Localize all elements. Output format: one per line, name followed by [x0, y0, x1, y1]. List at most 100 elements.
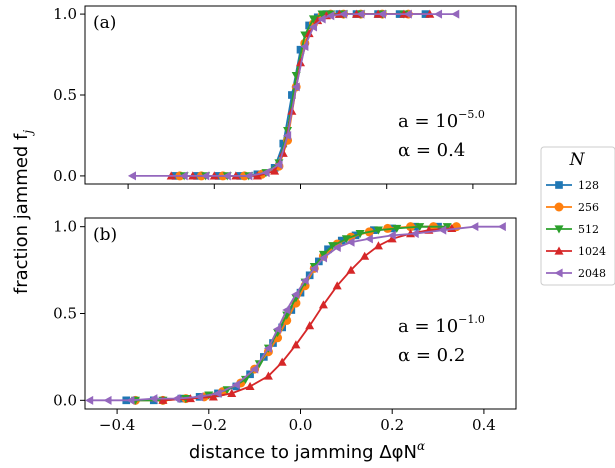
data-point-2048	[326, 11, 335, 21]
data-point-2048	[179, 171, 188, 181]
data-point-2048	[291, 82, 300, 92]
series-2048	[127, 9, 460, 181]
data-point-2048	[410, 229, 419, 239]
data-point-2048	[85, 395, 94, 405]
data-point-2048	[300, 276, 309, 286]
data-point-2048	[387, 230, 396, 240]
data-point-512	[355, 230, 365, 239]
data-point-1024	[305, 321, 315, 330]
legend-marker-1024	[554, 246, 564, 255]
data-point-2048	[356, 9, 365, 19]
y-tick-label: 1.0	[53, 218, 77, 236]
data-point-1024	[332, 281, 342, 290]
data-point-1024	[227, 388, 237, 397]
x-tick-label: 0.0	[289, 416, 313, 434]
legend-title: N	[569, 150, 586, 170]
plot-frame	[84, 217, 517, 410]
series-line-1024	[162, 227, 452, 402]
data-point-2048	[261, 168, 270, 178]
panel-label: (a)	[93, 13, 116, 33]
data-point-1024	[304, 29, 314, 38]
data-point-2048	[263, 343, 273, 353]
param-a-exponent: −1.0	[458, 313, 485, 326]
legend-entry-1024: 1024	[546, 245, 606, 258]
data-point-1024	[270, 166, 280, 175]
series-128	[122, 222, 442, 405]
data-point-1024	[263, 371, 273, 380]
param-alpha-label: α = 0.2	[398, 345, 465, 366]
legend-entry-2048: 2048	[546, 267, 606, 280]
data-point-512	[442, 223, 452, 232]
data-point-1024	[252, 171, 262, 180]
series-1024	[166, 9, 435, 180]
data-point-512	[308, 15, 318, 24]
data-point-2048	[291, 289, 300, 299]
data-point-512	[341, 235, 351, 244]
data-point-512	[415, 223, 425, 232]
data-point-2048	[438, 225, 447, 235]
series-128	[171, 10, 430, 180]
series-256	[130, 222, 461, 405]
panel-label: (b)	[93, 225, 117, 245]
data-point-2048	[346, 237, 355, 247]
data-point-2048	[403, 9, 412, 19]
legend: N 128 256 512 1024 2048	[540, 146, 615, 286]
data-point-2048	[201, 171, 210, 181]
legend-label: 512	[578, 223, 599, 236]
series-line-128	[126, 225, 439, 402]
data-point-512	[373, 226, 383, 235]
param-alpha-label: α = 0.4	[398, 140, 465, 161]
data-point-1024	[208, 392, 218, 401]
data-point-1024	[245, 381, 255, 391]
x-axis-label-superscript: α	[417, 439, 425, 453]
y-tick-label: 0.0	[53, 167, 77, 185]
param-a-label: a = 10−1.0	[398, 313, 485, 337]
y-tick-label: 0.5	[53, 305, 77, 323]
legend-label: 2048	[578, 267, 606, 280]
param-a-exponent: −5.0	[458, 108, 485, 121]
y-tick-label: 0.5	[53, 86, 77, 104]
param-a-label: a = 10−5.0	[398, 108, 485, 132]
panel-b: 0.0 0.5 1.0 −0.4 −0.2 0.0 0.2 0.4 (b) a = 10−1.0 α…	[53, 217, 517, 434]
data-point-2048	[283, 130, 292, 140]
panel-a: 0.0 0.5 1.0 (a) a = 10−5.0 α = 0.4	[53, 5, 517, 189]
legend-label: 128	[578, 179, 599, 192]
data-point-2048	[172, 394, 181, 404]
data-point-512	[328, 242, 338, 251]
legend-marker-512	[554, 225, 564, 234]
data-point-2048	[231, 380, 240, 390]
data-point-1024	[387, 234, 397, 243]
data-point-2048	[126, 395, 135, 405]
x-tick-label: −0.4	[99, 416, 135, 434]
y-tick-label: 1.0	[53, 5, 77, 23]
data-point-2048	[149, 394, 158, 404]
legend-label: 256	[578, 201, 599, 214]
legend-entry-512: 512	[546, 223, 599, 236]
data-point-2048	[497, 222, 506, 232]
series-line-2048	[89, 225, 503, 402]
data-point-2048	[282, 305, 291, 315]
data-point-128	[288, 91, 296, 99]
data-point-2048	[317, 14, 326, 24]
data-point-1024	[313, 16, 323, 25]
x-tick-label: 0.4	[472, 416, 496, 434]
data-point-1024	[296, 58, 305, 67]
data-point-2048	[318, 253, 328, 263]
data-point-2048	[308, 22, 318, 32]
legend-entry-128: 128	[546, 179, 599, 192]
data-point-2048	[451, 9, 460, 19]
x-tick-label: −0.2	[191, 416, 227, 434]
data-point-2048	[103, 395, 112, 405]
data-point-128	[296, 45, 305, 54]
data-point-2048	[244, 171, 253, 181]
param-a-base: a = 10	[398, 111, 458, 132]
series-1024	[158, 223, 457, 404]
data-point-2048	[213, 388, 222, 398]
data-point-2048	[222, 171, 231, 181]
param-a-base: a = 10	[398, 316, 458, 337]
data-point-2048	[433, 9, 443, 19]
data-point-1024	[373, 241, 383, 250]
data-point-1024	[360, 251, 370, 260]
data-point-2048	[300, 41, 309, 51]
data-point-1024	[158, 395, 168, 404]
